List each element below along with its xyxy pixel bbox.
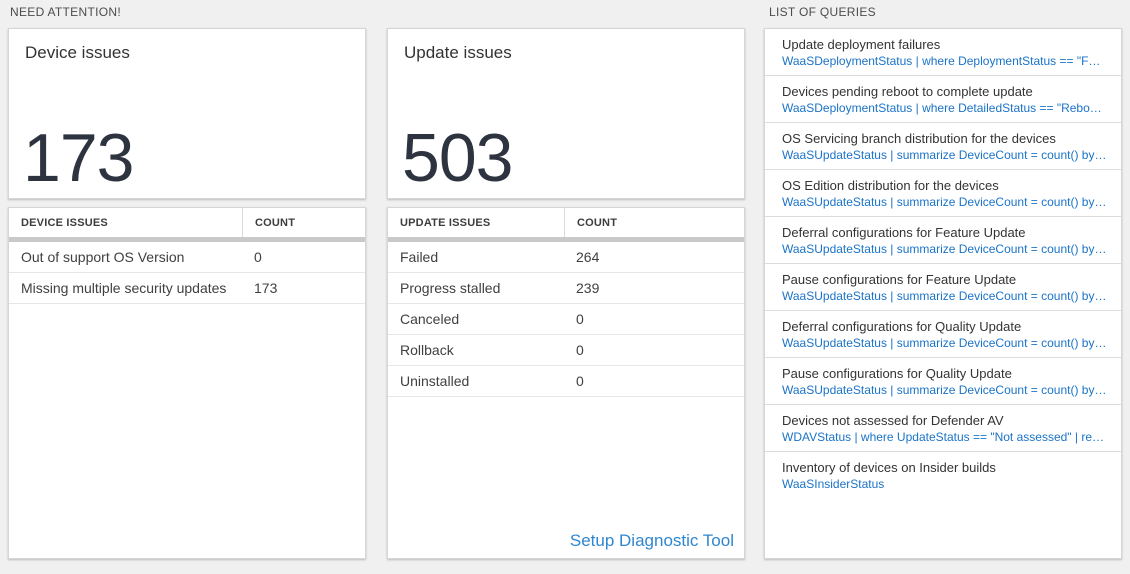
issue-count: 0 [254, 249, 262, 265]
query-text: WaaSDeploymentStatus | where DeploymentS… [782, 54, 1107, 68]
count-column-header: COUNT [242, 208, 365, 237]
issue-count: 0 [576, 311, 584, 327]
update-issues-tile[interactable]: Update issues 503 [387, 28, 745, 199]
query-list-item[interactable]: OS Edition distribution for the devices … [765, 170, 1121, 217]
update-issues-count: 503 [402, 120, 513, 196]
issue-label: Progress stalled [400, 280, 501, 296]
query-list-item[interactable]: OS Servicing branch distribution for the… [765, 123, 1121, 170]
query-list-item[interactable]: Inventory of devices on Insider builds W… [765, 452, 1121, 498]
list-of-queries-section-label: LIST OF QUERIES [769, 5, 876, 19]
query-title: Pause configurations for Feature Update [782, 272, 1017, 287]
query-title: OS Edition distribution for the devices [782, 178, 999, 193]
query-list-item[interactable]: Deferral configurations for Quality Upda… [765, 311, 1121, 358]
issue-count: 264 [576, 249, 600, 265]
issue-count: 239 [576, 280, 600, 296]
issue-label: Rollback [400, 342, 454, 358]
issue-label: Canceled [400, 311, 460, 327]
issue-count: 0 [576, 373, 584, 389]
query-text: WaaSUpdateStatus | summarize DeviceCount… [782, 148, 1107, 162]
query-text: WaaSUpdateStatus | summarize DeviceCount… [782, 242, 1107, 256]
update-issues-title: Update issues [404, 43, 512, 62]
query-text: WaaSUpdateStatus | summarize DeviceCount… [782, 195, 1107, 209]
device-issues-table: DEVICE ISSUES COUNT Out of support OS Ve… [8, 207, 366, 559]
update-issues-column-header: UPDATE ISSUES [400, 216, 491, 229]
device-issues-table-header: DEVICE ISSUES COUNT [9, 208, 365, 237]
query-title: OS Servicing branch distribution for the… [782, 131, 1056, 146]
query-title: Inventory of devices on Insider builds [782, 460, 996, 475]
issue-label: Uninstalled [400, 373, 470, 389]
query-text: WaaSUpdateStatus | summarize DeviceCount… [782, 336, 1107, 350]
table-row-out-of-support[interactable]: Out of support OS Version 0 [9, 242, 365, 273]
header-divider-bar [388, 237, 744, 242]
update-issues-table-header: UPDATE ISSUES COUNT [388, 208, 744, 237]
query-list-item[interactable]: Deferral configurations for Feature Upda… [765, 217, 1121, 264]
issue-label: Out of support OS Version [21, 249, 185, 265]
device-issues-column-header: DEVICE ISSUES [21, 216, 108, 229]
setup-diagnostic-tool-link[interactable]: Setup Diagnostic Tool [569, 531, 734, 550]
query-title: Pause configurations for Quality Update [782, 366, 1012, 381]
header-divider-bar [9, 237, 365, 242]
table-row-missing-updates[interactable]: Missing multiple security updates 173 [9, 273, 365, 304]
query-text: WaaSInsiderStatus [782, 477, 885, 491]
issue-label: Missing multiple security updates [21, 280, 227, 296]
query-title: Deferral configurations for Quality Upda… [782, 319, 1022, 334]
table-row-uninstalled[interactable]: Uninstalled 0 [388, 366, 744, 397]
query-list-item[interactable]: Pause configurations for Quality Update … [765, 358, 1121, 405]
list-of-queries-panel: Update deployment failures WaaSDeploymen… [764, 28, 1122, 559]
query-text: WaaSUpdateStatus | summarize DeviceCount… [782, 383, 1107, 397]
query-text: WaaSDeploymentStatus | where DetailedSta… [782, 101, 1107, 115]
need-attention-section-label: NEED ATTENTION! [10, 5, 121, 19]
query-title: Deferral configurations for Feature Upda… [782, 225, 1026, 240]
device-issues-title: Device issues [25, 43, 130, 62]
table-row-canceled[interactable]: Canceled 0 [388, 304, 744, 335]
query-title: Update deployment failures [782, 37, 941, 52]
device-issues-tile[interactable]: Device issues 173 [8, 28, 366, 199]
query-list-item[interactable]: Devices not assessed for Defender AV WDA… [765, 405, 1121, 452]
issue-count: 173 [254, 280, 278, 296]
device-issues-count: 173 [23, 120, 134, 196]
query-text: WDAVStatus | where UpdateStatus == "Not … [782, 430, 1107, 444]
table-row-failed[interactable]: Failed 264 [388, 242, 744, 273]
query-title: Devices not assessed for Defender AV [782, 413, 1004, 428]
query-list-item[interactable]: Pause configurations for Feature Update … [765, 264, 1121, 311]
issue-label: Failed [400, 249, 439, 265]
table-row-progress-stalled[interactable]: Progress stalled 239 [388, 273, 744, 304]
query-list-item[interactable]: Devices pending reboot to complete updat… [765, 76, 1121, 123]
query-title: Devices pending reboot to complete updat… [782, 84, 1033, 99]
query-text: WaaSUpdateStatus | summarize DeviceCount… [782, 289, 1107, 303]
update-issues-table: UPDATE ISSUES COUNT Failed 264 Progress … [387, 207, 745, 559]
table-row-rollback[interactable]: Rollback 0 [388, 335, 744, 366]
count-column-header: COUNT [564, 208, 744, 237]
query-list-item[interactable]: Update deployment failures WaaSDeploymen… [765, 29, 1121, 76]
issue-count: 0 [576, 342, 584, 358]
